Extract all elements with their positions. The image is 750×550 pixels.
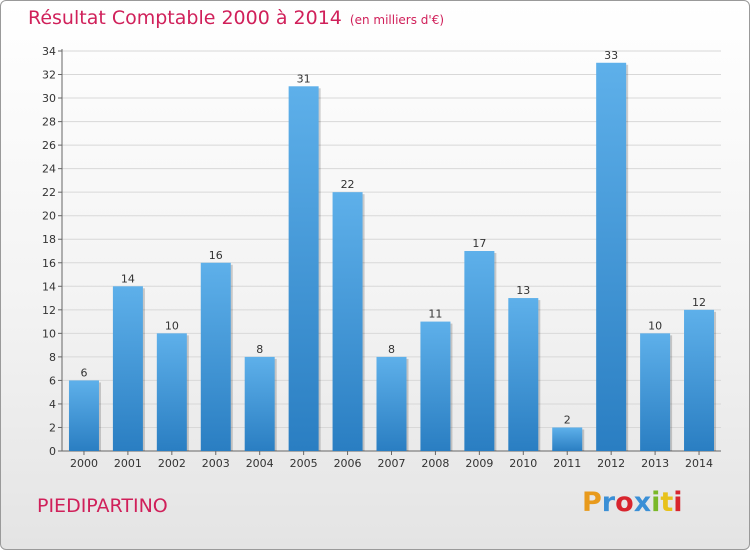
logo-letter: P [582,487,602,518]
logo-letter: o [615,487,634,518]
y-tick-label: 34 [42,45,56,58]
data-label: 2 [564,413,571,426]
bar-2013[interactable] [640,333,671,451]
data-label: 14 [121,272,135,285]
bar-2004[interactable] [244,356,275,451]
x-tick-label: 2001 [114,457,142,470]
y-tick-label: 14 [42,280,56,293]
x-tick-label: 2012 [597,457,625,470]
bar-2008[interactable] [420,321,451,451]
x-tick-label: 2004 [246,457,274,470]
logo-letter: t [660,487,674,518]
x-tick-label: 2013 [641,457,669,470]
bar-2000[interactable] [68,380,99,451]
y-tick-label: 2 [49,421,56,434]
y-tick-label: 6 [49,374,56,387]
x-tick-label: 2007 [378,457,406,470]
x-tick-label: 2000 [70,457,98,470]
logo-letter: r [601,487,616,518]
y-tick-label: 18 [42,233,56,246]
bar-2012[interactable] [596,62,627,451]
logo-letter: i [651,487,661,518]
x-tick-label: 2014 [685,457,713,470]
data-label: 10 [648,319,662,332]
bar-2011[interactable] [552,427,583,451]
x-tick-label: 2005 [290,457,318,470]
logo-letter: x [633,487,652,518]
y-tick-label: 8 [49,351,56,364]
chart-title-text: Résultat Comptable 2000 à 2014 [28,7,342,29]
y-tick-label: 12 [42,304,56,317]
x-tick-label: 2009 [465,457,493,470]
x-tick-label: 2002 [158,457,186,470]
proxiti-logo[interactable]: Proxiti [582,487,683,518]
x-tick-label: 2011 [553,457,581,470]
y-tick-label: 32 [42,69,56,82]
data-label: 16 [209,249,223,262]
x-tick-label: 2003 [202,457,230,470]
bar-2014[interactable] [684,309,715,451]
y-tick-label: 0 [49,445,56,458]
data-label: 8 [256,343,263,356]
data-label: 6 [80,366,87,379]
x-tick-label: 2006 [334,457,362,470]
data-label: 31 [297,72,311,85]
chart-title: Résultat Comptable 2000 à 2014 (en millie… [28,7,444,29]
data-label: 11 [428,308,442,321]
y-tick-label: 28 [42,116,56,129]
commune-name: PIEDIPARTINO [37,495,168,517]
x-tick-label: 2010 [509,457,537,470]
bar-2009[interactable] [464,251,495,451]
data-label: 33 [604,49,618,62]
y-tick-label: 26 [42,139,56,152]
data-label: 10 [165,319,179,332]
y-tick-label: 20 [42,210,56,223]
bar-2006[interactable] [332,192,363,452]
bar-2005[interactable] [288,86,319,451]
bar-2007[interactable] [376,356,407,451]
y-tick-label: 22 [42,186,56,199]
data-label: 8 [388,343,395,356]
bar-2003[interactable] [200,262,231,451]
bar-2010[interactable] [508,298,539,451]
y-tick-label: 4 [49,398,56,411]
x-tick-label: 2008 [421,457,449,470]
data-label: 17 [472,237,486,250]
y-tick-label: 10 [42,327,56,340]
logo-letter: i [673,487,683,518]
y-tick-label: 16 [42,257,56,270]
y-tick-label: 30 [42,92,56,105]
data-label: 12 [692,296,706,309]
data-label: 22 [341,178,355,191]
data-label: 13 [516,284,530,297]
bar-2002[interactable] [156,333,187,451]
chart-unit: (en milliers d'€) [349,13,445,27]
y-tick-label: 24 [42,163,56,176]
bar-2001[interactable] [112,286,143,451]
